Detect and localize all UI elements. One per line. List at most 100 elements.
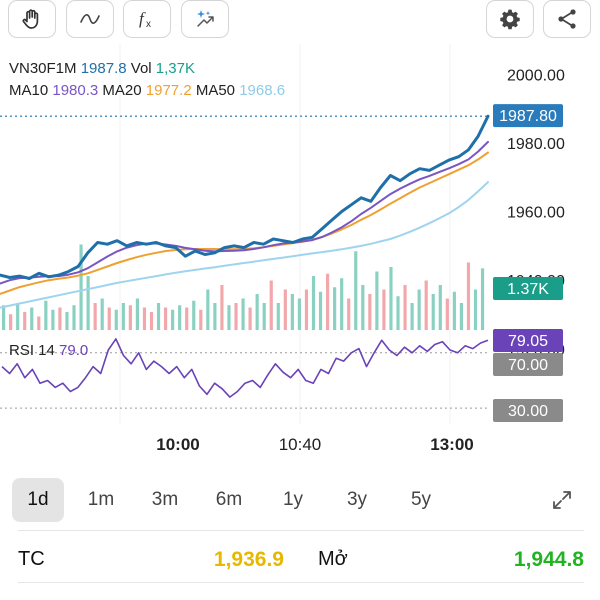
volume-bar <box>30 307 34 330</box>
volume-bar <box>304 289 309 330</box>
volume-bar <box>58 307 62 330</box>
rsi-value-badge-bg <box>493 329 563 352</box>
ma20-value: 1977.2 <box>145 82 192 99</box>
ai-assist-button[interactable] <box>181 0 229 38</box>
volume-bar <box>9 314 13 330</box>
volume-bar <box>283 289 287 330</box>
range-1y[interactable]: 1y <box>282 489 304 510</box>
range-3m[interactable]: 3m <box>151 489 179 510</box>
ma-legend: MA10 1980.3 MA20 1977.2 MA50 1968.6 <box>9 82 285 99</box>
volume-bar <box>410 303 414 330</box>
volume-bar <box>199 309 203 330</box>
volume-bar <box>480 268 485 330</box>
tc-value: 1,936.9 <box>213 548 284 571</box>
volume-bar <box>452 291 456 330</box>
volume-bar <box>438 285 442 330</box>
time-tick-label: 10:00 <box>156 435 199 454</box>
open-value: 1,944.8 <box>513 548 584 571</box>
rsi-legend: RSI 14 79.0 <box>9 342 88 359</box>
open-label: Mở <box>318 548 348 570</box>
volume-bar <box>318 291 323 330</box>
volume-bar <box>79 244 83 330</box>
volume-bar <box>107 307 111 330</box>
rsi-value-badge: 79.05 <box>508 333 548 350</box>
volume-bar <box>171 309 175 330</box>
volume-bar <box>403 285 407 330</box>
rsi-upper-badge: 70.00 <box>508 357 548 374</box>
volume-bar <box>340 278 344 330</box>
volume-bar <box>417 289 421 330</box>
rsi-lower-badge-bg <box>493 399 563 422</box>
volume-bar <box>156 303 161 330</box>
volume-bar <box>121 303 125 330</box>
rsi-lower-badge: 30.00 <box>508 403 548 420</box>
volume-bar <box>44 300 48 330</box>
volume-bar <box>424 280 428 330</box>
expand-button[interactable] <box>536 478 588 522</box>
share-button[interactable] <box>543 0 591 38</box>
volume-bar <box>86 276 90 330</box>
vol-label: Vol <box>130 60 152 77</box>
time-tick-label: 10:40 <box>279 435 322 454</box>
range-1d[interactable]: 1d <box>12 478 64 522</box>
ma50-value: 1968.6 <box>239 82 286 99</box>
volume-bar <box>326 273 330 330</box>
settings-button[interactable] <box>486 0 534 38</box>
volume-bar <box>227 305 231 330</box>
volume-bar <box>431 294 435 330</box>
volume-bar <box>185 307 189 330</box>
volume-bar <box>466 262 471 330</box>
ma10-label: MA10 <box>9 82 49 99</box>
expand-icon <box>553 491 571 509</box>
volume-badge-bg <box>493 277 563 300</box>
volume-bar <box>213 303 217 330</box>
ma50-line <box>0 181 489 309</box>
hand-tool-button[interactable] <box>8 0 56 38</box>
price-tick-label: 2000.00 <box>507 67 565 84</box>
volume-bar <box>72 305 76 330</box>
line-curve-icon <box>80 14 100 24</box>
volume-bar <box>276 303 280 330</box>
price-value: 1987.8 <box>80 60 127 77</box>
price-tick-label: 1960.00 <box>507 205 565 222</box>
rsi-line <box>1 338 489 398</box>
volume-bar <box>164 307 168 330</box>
ma10-value: 1980.3 <box>52 82 99 99</box>
rsi-value: 79.0 <box>59 342 89 359</box>
volume-bar <box>142 307 147 330</box>
volume-bar <box>37 316 41 330</box>
stats-divider-2 <box>18 582 584 583</box>
volume-bar <box>459 303 463 330</box>
volume-bar <box>51 309 55 330</box>
ma50-label: MA50 <box>195 82 236 99</box>
volume-bar <box>93 303 97 330</box>
range-5y[interactable]: 5y <box>410 489 432 510</box>
volume-bar <box>262 303 266 330</box>
tc-label: TC <box>18 548 45 570</box>
price-tick-label: 1980.00 <box>507 136 565 153</box>
volume-bar <box>389 267 393 330</box>
rsi-upper-badge-bg <box>493 353 563 376</box>
price-legend: VN30F1M 1987.8 Vol 1,37K <box>9 60 195 77</box>
volume-bar <box>354 251 358 330</box>
line-tool-button[interactable] <box>66 0 114 38</box>
volume-bar <box>114 309 118 330</box>
ma20-label: MA20 <box>102 82 142 99</box>
volume-bar <box>241 298 245 330</box>
volume-bar <box>234 303 238 330</box>
price-chart[interactable]: 2000.001980.001960.001940.001920.0010:00… <box>0 44 600 464</box>
volume-bar <box>16 303 20 330</box>
gear-icon <box>500 9 520 30</box>
range-1m[interactable]: 1m <box>87 489 115 510</box>
volume-bar <box>23 312 27 330</box>
range-6m[interactable]: 6m <box>215 489 243 510</box>
volume-bar <box>297 298 301 330</box>
time-tick-label: 13:00 <box>430 435 473 454</box>
last-price-badge: 1987.80 <box>499 108 557 125</box>
ma10-line <box>0 140 489 285</box>
volume-bar <box>473 289 478 330</box>
range-3y[interactable]: 3y <box>346 489 368 510</box>
